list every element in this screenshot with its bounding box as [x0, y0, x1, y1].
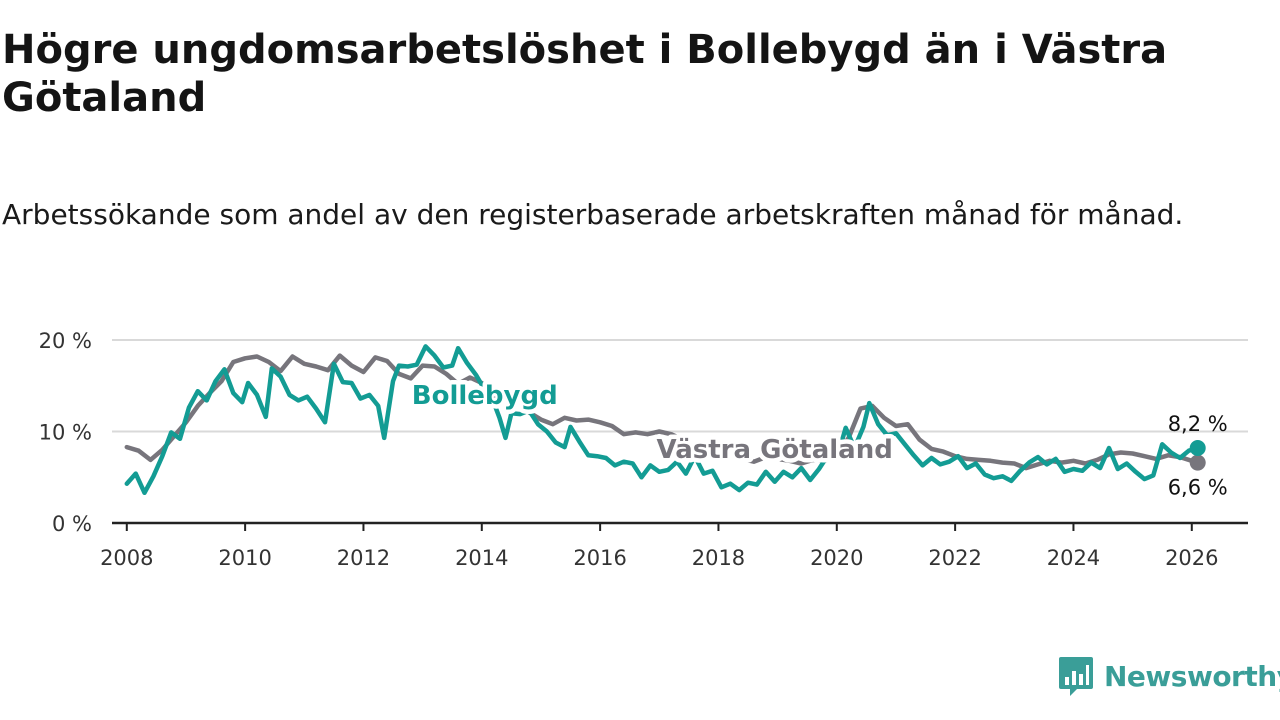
chart-subtitle: Arbetssökande som andel av den registerb…: [2, 198, 1184, 231]
brand-logo: Newsworthy: [1058, 654, 1280, 698]
series-label-bollebygd-halo: Bollebygd: [412, 381, 558, 411]
series-line-bollebygd: [124, 344, 1200, 496]
x-tick-label: 2020: [810, 546, 863, 570]
x-tick-label: 2024: [1047, 546, 1100, 570]
series-label-bollebygd: Bollebygd: [412, 381, 558, 411]
line-chart: 0 % 10 % 20 % 2008 2010 2012 2014 2016 2018 2020 2…: [39, 329, 1248, 570]
brand-name: Newsworthy: [1104, 659, 1280, 693]
chart-title: Högre ungdomsarbetslöshet i Bollebygd än…: [2, 27, 1168, 121]
x-tick-label: 2010: [218, 546, 271, 570]
y-tick-label: 20 %: [39, 329, 92, 353]
end-label-bollebygd: 8,2 %: [1168, 412, 1228, 436]
series-label-vastra-gotaland: Västra Götaland: [657, 435, 893, 465]
x-tick-label: 2008: [100, 546, 153, 570]
bar-chart-speech-bubble-icon: [1059, 657, 1093, 696]
x-tick-label: 2016: [573, 546, 626, 570]
x-tick-label: 2018: [692, 546, 745, 570]
series-label-vastra-gotaland-halo: Västra Götaland: [657, 435, 893, 465]
end-label-vastra-gotaland: 6,6 %: [1168, 476, 1228, 500]
x-tick-label: 2022: [928, 546, 981, 570]
x-tick-label: 2012: [337, 546, 390, 570]
y-tick-label: 10 %: [39, 421, 92, 445]
end-point-bollebygd: [1189, 439, 1206, 456]
x-tick-label: 2014: [455, 546, 508, 570]
x-tick-label: 2026: [1165, 546, 1218, 570]
end-point-vastra-gotaland: [1189, 454, 1206, 471]
y-tick-label: 0 %: [52, 512, 92, 536]
